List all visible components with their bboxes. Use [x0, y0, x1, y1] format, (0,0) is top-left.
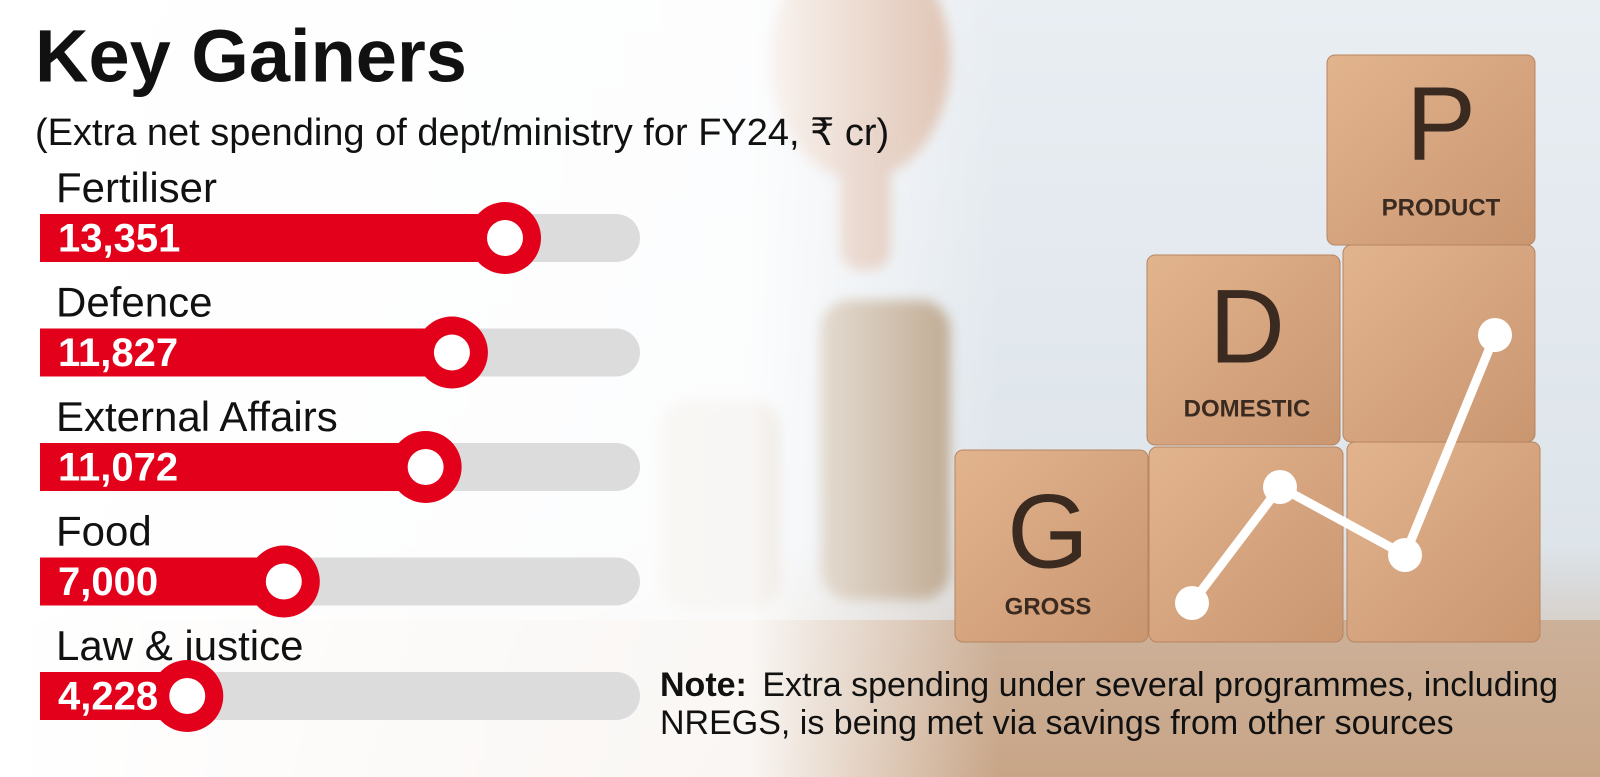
category-label: Defence — [56, 279, 212, 326]
block-letter: P — [1406, 66, 1476, 183]
value-label: 13,351 — [58, 217, 180, 261]
left-panel — [0, 0, 1000, 777]
bar-knob-center — [169, 678, 206, 714]
note-label: Note: — [660, 666, 747, 704]
gdp-blocks: G GROSS D DOMESTIC P PRODUCT — [954, 54, 1541, 643]
block — [1326, 54, 1536, 246]
trend-dot — [1388, 538, 1422, 572]
block — [1146, 254, 1341, 446]
chart-title: Key Gainers — [35, 15, 467, 98]
trend-line — [1188, 333, 1500, 606]
category-label: Food — [56, 508, 152, 555]
bar-knob-center — [433, 334, 470, 371]
note: Note: Extra spending under several progr… — [660, 666, 1558, 704]
bar — [40, 328, 452, 377]
value-label: 4,228 — [58, 675, 158, 719]
note-text: NREGS, is being met via savings from oth… — [660, 704, 1454, 742]
trend-dot — [1175, 586, 1209, 620]
block-word: PRODUCT — [1382, 194, 1501, 221]
value-label: 11,072 — [58, 446, 178, 490]
value-label: 11,827 — [58, 331, 178, 375]
trend-dot — [1263, 470, 1297, 504]
block-word: DOMESTIC — [1184, 395, 1311, 422]
bar — [40, 443, 426, 491]
chart-subtitle: (Extra net spending of dept/ministry for… — [35, 112, 889, 154]
note-text: Extra spending under several programmes,… — [762, 666, 1558, 704]
category-label: Fertiliser — [56, 164, 217, 211]
bar-knob-center — [487, 220, 523, 256]
block-letter: G — [1007, 474, 1089, 591]
block — [954, 449, 1149, 643]
value-label: 7,000 — [58, 560, 158, 604]
block-letter: D — [1209, 269, 1285, 386]
bar-knob-center — [407, 449, 444, 485]
trend-dot — [1478, 318, 1512, 352]
bar — [40, 557, 284, 606]
bar — [40, 214, 505, 262]
block-word: GROSS — [1005, 593, 1092, 620]
category-label: External Affairs — [56, 393, 338, 440]
bar-knob-center — [265, 563, 302, 600]
